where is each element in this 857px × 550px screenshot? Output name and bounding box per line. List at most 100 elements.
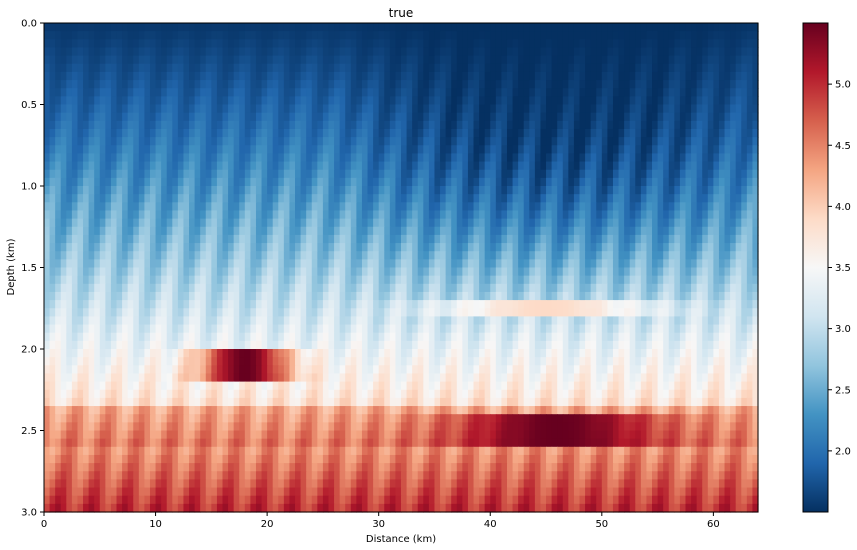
heatmap-cell [752, 251, 759, 260]
heatmap-cell [133, 267, 140, 277]
heatmap-cell [451, 23, 458, 32]
heatmap-cell [568, 137, 575, 146]
heatmap-cell [350, 226, 357, 236]
heatmap-cell [451, 332, 458, 342]
heatmap-cell [746, 226, 754, 236]
heatmap-cell [657, 137, 664, 146]
heatmap-cell [685, 259, 692, 269]
heatmap-cell [428, 251, 436, 260]
heatmap-cell [401, 169, 408, 179]
heatmap-cell [685, 39, 692, 49]
heatmap-cell [635, 169, 642, 179]
heatmap-cell [322, 112, 330, 122]
heatmap-cell [585, 55, 592, 65]
heatmap-cell [434, 300, 441, 309]
heatmap-cell [322, 80, 330, 89]
heatmap-cell [205, 300, 212, 309]
heatmap-cell [646, 104, 653, 114]
heatmap-cell [250, 128, 257, 138]
heatmap-cell [322, 47, 330, 57]
heatmap-cell [216, 194, 224, 203]
heatmap-cell [702, 186, 709, 195]
heatmap-cell [205, 291, 212, 301]
heatmap-cell [334, 194, 341, 203]
heatmap-cell [401, 275, 408, 285]
heatmap-cell [133, 47, 140, 57]
heatmap-cell [467, 104, 475, 114]
heatmap-cell [467, 96, 475, 106]
heatmap-cell [55, 234, 62, 244]
heatmap-cell [596, 137, 603, 146]
heatmap-cell [99, 128, 106, 138]
heatmap-cell [116, 31, 123, 40]
heatmap-cell [590, 96, 597, 106]
heatmap-cell [467, 88, 475, 97]
heatmap-cell [663, 88, 670, 97]
heatmap-cell [88, 251, 95, 260]
heatmap-cell [255, 316, 263, 326]
heatmap-cell [512, 137, 519, 146]
heatmap-cell [105, 80, 112, 89]
heatmap-cell [473, 39, 480, 49]
heatmap-cell [534, 80, 542, 89]
heatmap [44, 23, 759, 513]
heatmap-cell [618, 300, 625, 309]
heatmap-cell [222, 88, 229, 97]
heatmap-cell [211, 324, 218, 334]
heatmap-cell [222, 153, 229, 163]
heatmap-cell [205, 120, 212, 130]
heatmap-cell [149, 267, 157, 277]
heatmap-cell [434, 243, 441, 252]
heatmap-cell [339, 39, 346, 49]
heatmap-cell [445, 300, 452, 309]
heatmap-cell [144, 202, 151, 212]
heatmap-cell [484, 194, 491, 203]
heatmap-cell [423, 31, 430, 40]
heatmap-cell [267, 202, 274, 212]
heatmap-cell [60, 291, 67, 301]
heatmap-cell [490, 218, 497, 228]
heatmap-cell [66, 63, 73, 73]
heatmap-cell [746, 169, 754, 179]
heatmap-cell [512, 218, 519, 228]
heatmap-cell [149, 47, 157, 57]
heatmap-cell [183, 251, 190, 260]
heatmap-cell [579, 71, 586, 81]
heatmap-cell [138, 210, 146, 220]
heatmap-cell [668, 234, 675, 244]
heatmap-cell [373, 88, 380, 97]
heatmap-cell [674, 259, 681, 269]
heatmap-cell [278, 128, 285, 138]
heatmap-cell [278, 259, 285, 269]
heatmap-cell [356, 324, 363, 334]
heatmap-cell [261, 63, 268, 73]
heatmap-cell [568, 316, 575, 326]
heatmap-cell [618, 226, 625, 236]
heatmap-cell [300, 31, 307, 40]
heatmap-cell [730, 194, 737, 203]
heatmap-cell [267, 251, 274, 260]
heatmap-cell [345, 259, 352, 269]
heatmap-cell [322, 128, 330, 138]
heatmap-cell [423, 332, 430, 342]
heatmap-cell [255, 71, 263, 81]
heatmap-cell [289, 324, 296, 334]
heatmap-cell [49, 112, 56, 122]
heatmap-cell [267, 55, 274, 65]
heatmap-cell [629, 71, 636, 81]
heatmap-cell [506, 291, 514, 301]
heatmap-cell [172, 31, 179, 40]
heatmap-cell [183, 218, 190, 228]
heatmap-cell [735, 291, 742, 301]
heatmap-cell [746, 243, 754, 252]
heatmap-cell [105, 63, 112, 73]
heatmap-cell [88, 283, 95, 293]
heatmap-cell [646, 243, 653, 252]
heatmap-cell [55, 137, 62, 146]
heatmap-cell [573, 23, 581, 32]
heatmap-cell [311, 332, 318, 342]
heatmap-cell [752, 210, 759, 220]
heatmap-cell [423, 145, 430, 154]
heatmap-cell [361, 267, 369, 277]
heatmap-cell [228, 267, 235, 277]
